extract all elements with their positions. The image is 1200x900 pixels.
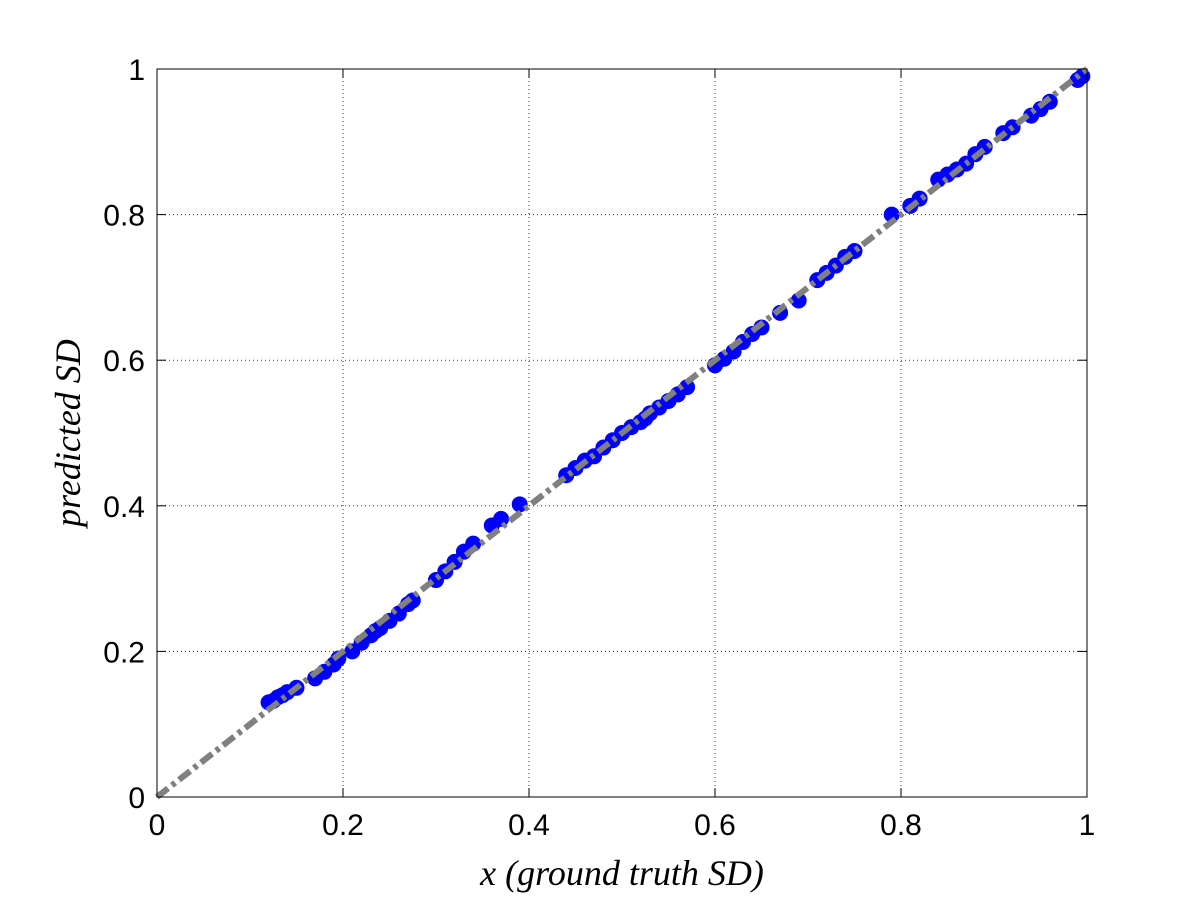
- x-axis-ticks: 0 0.2 0.4 0.6 0.8 1: [149, 69, 1096, 842]
- data-point: [883, 206, 900, 223]
- data-point: [493, 510, 510, 527]
- data-point: [790, 292, 807, 309]
- y-tick-label: 0.2: [103, 636, 145, 669]
- x-tick-label: 0.8: [880, 809, 922, 842]
- x-tick-label: 0.6: [694, 809, 736, 842]
- data-point: [679, 379, 696, 396]
- y-tick-label: 0.4: [103, 491, 145, 524]
- grid: [157, 69, 1087, 797]
- x-axis-title: x (ground truth SD): [479, 853, 764, 893]
- y-tick-label: 0.6: [103, 345, 145, 378]
- x-tick-label: 0: [149, 809, 166, 842]
- y-tick-label: 1: [128, 54, 145, 87]
- reference-line-overlay: [155, 66, 1089, 800]
- plot-frame: [156, 68, 1088, 798]
- data-points: [155, 66, 1091, 800]
- y-axis-title: predicted SD: [48, 339, 88, 530]
- x-tick-label: 0.2: [322, 809, 364, 842]
- x-tick-label: 1: [1079, 809, 1096, 842]
- y-tick-label: 0: [128, 782, 145, 815]
- data-point: [511, 496, 528, 513]
- y-axis-ticks: 0 0.2 0.4 0.6 0.8 1: [103, 54, 1087, 815]
- x-tick-label: 0.4: [508, 809, 550, 842]
- y-tick-label: 0.8: [103, 200, 145, 233]
